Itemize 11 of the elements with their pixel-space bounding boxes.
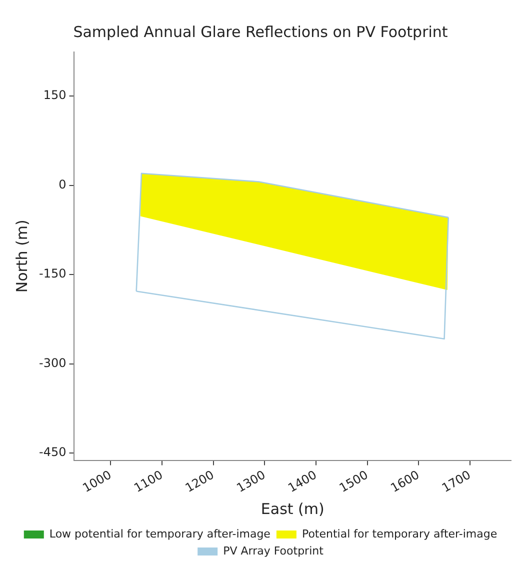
y-tick-label: 150: [43, 88, 66, 102]
legend-label: Potential for temporary after-image: [302, 527, 498, 540]
x-axis-title: East (m): [260, 500, 324, 518]
y-tick-label: -450: [39, 445, 66, 460]
y-tick-label: -150: [39, 266, 66, 281]
y-tick-label: -300: [39, 356, 66, 370]
legend-label: PV Array Footprint: [223, 544, 324, 558]
chart-title: Sampled Annual Glare Reflections on PV Footprint: [73, 22, 448, 41]
y-axis-title: North (m): [12, 220, 31, 293]
y-tick-label: 0: [58, 177, 66, 192]
legend-label: Low potential for temporary after-image: [49, 527, 271, 540]
